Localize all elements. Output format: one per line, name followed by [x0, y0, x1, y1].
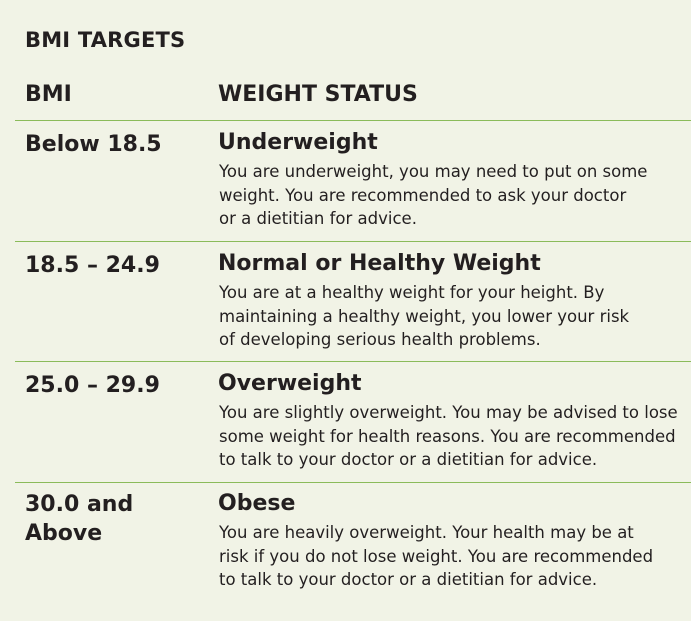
weight-status: Overweight — [218, 371, 362, 396]
description-line: weight. You are recommended to ask your … — [219, 185, 627, 205]
description-line: of developing serious health problems. — [219, 330, 541, 349]
weight-status: Normal or Healthy Weight — [218, 251, 541, 276]
weight-status: Obese — [218, 491, 296, 516]
status-description: You are slightly overweight. You may be … — [219, 401, 689, 472]
description-line: or a dietitian for advice. — [219, 209, 417, 228]
description-line: You are slightly overweight. You may be … — [219, 403, 678, 422]
status-description: You are at a healthy weight for your hei… — [219, 281, 689, 352]
column-header-status: WEIGHT STATUS — [218, 82, 418, 107]
description-line: to talk to your doctor or a dietitian fo… — [219, 450, 598, 469]
divider — [15, 482, 691, 483]
bmi-range-line: 30.0 and — [25, 492, 134, 517]
status-description: You are heavily overweight. Your health … — [219, 521, 689, 592]
description-line: You are underweight, you may need to put… — [219, 162, 648, 181]
bmi-range: Below 18.5 — [25, 132, 162, 157]
divider — [15, 241, 691, 242]
bmi-range: 18.5 – 24.9 — [25, 253, 160, 278]
page-title: BMI TARGETS — [25, 28, 186, 52]
description-line: risk if you do not lose weight. You are … — [219, 546, 654, 566]
bmi-range: 25.0 – 29.9 — [25, 373, 160, 398]
weight-status: Underweight — [218, 130, 378, 155]
description-line: You are heavily overweight. Your health … — [219, 523, 634, 542]
status-description: You are underweight, you may need to put… — [219, 160, 689, 231]
description-line: You are at a healthy weight for your hei… — [219, 283, 605, 302]
description-line: some weight for health reasons. You are … — [219, 426, 676, 446]
divider — [15, 120, 691, 121]
description-line: to talk to your doctor or a dietitian fo… — [219, 570, 598, 589]
bmi-range: 30.0 and Above — [25, 490, 133, 548]
bmi-range-line: Above — [25, 521, 103, 546]
column-header-bmi: BMI — [25, 82, 72, 107]
description-line: maintaining a healthy weight, you lower … — [219, 306, 630, 326]
divider — [15, 361, 691, 362]
